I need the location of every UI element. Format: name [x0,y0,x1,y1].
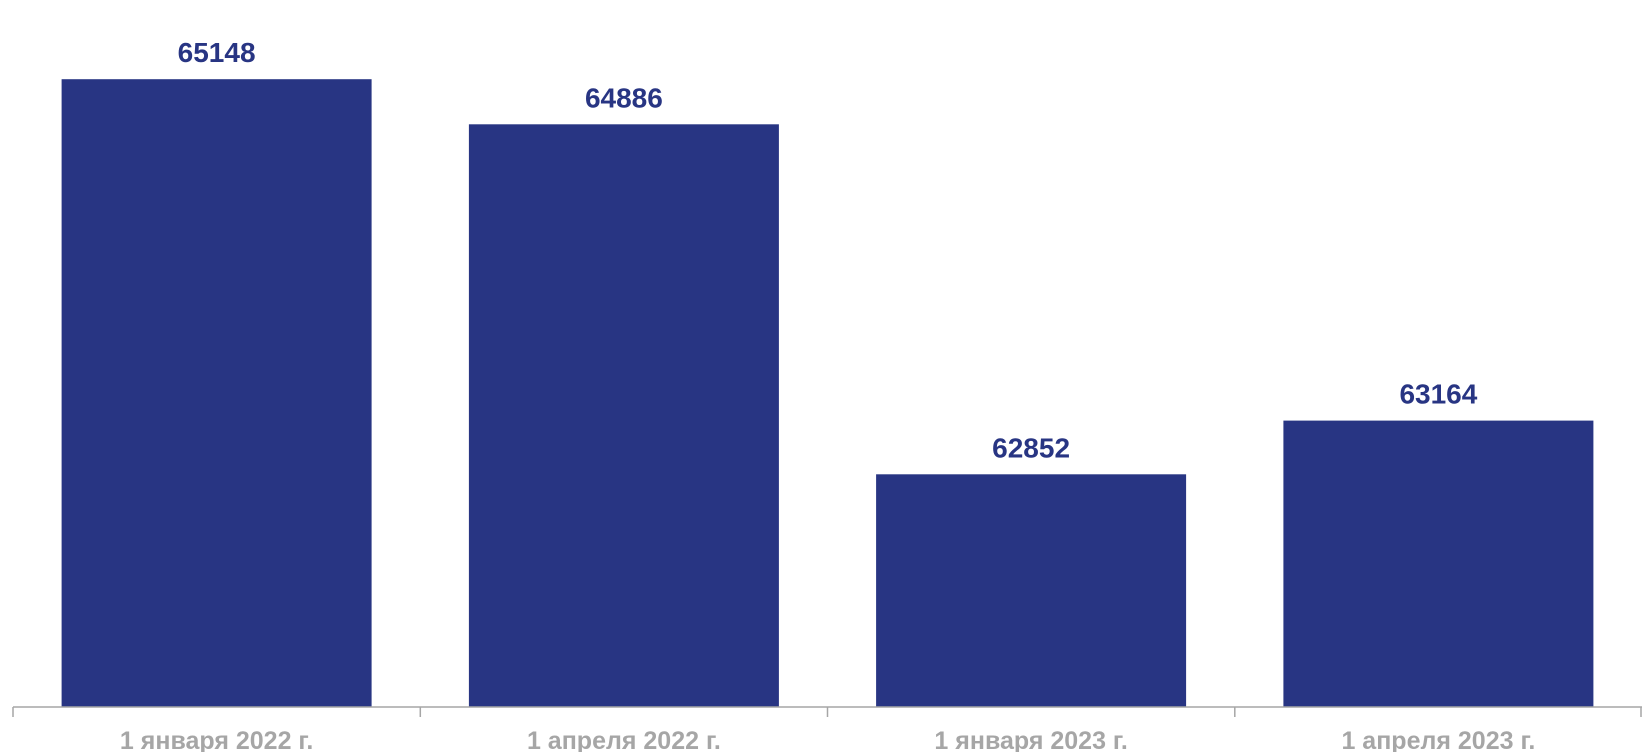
bar-value-label: 65148 [178,37,256,68]
value-labels-group: 65148 64886 62852 63164 [178,37,1478,463]
bar-value-label: 64886 [585,82,663,113]
x-axis [12,706,1642,717]
bar-1 [61,79,372,707]
x-tick-labels-group: 1 января 2022 г. 1 апреля 2022 г. 1 января… [120,727,1535,752]
bar-value-label: 63164 [1399,379,1477,410]
bar-4 [1283,420,1594,707]
x-tick-label: 1 апреля 2023 г. [1341,727,1535,752]
x-tick-label: 1 января 2023 г. [934,727,1127,752]
x-tick-label: 1 января 2022 г. [120,727,313,752]
x-tick-label: 1 апреля 2022 г. [527,727,721,752]
bar-2 [468,124,779,708]
bar-3 [876,474,1187,707]
bar-value-label: 62852 [992,432,1070,463]
bars-group [61,79,1594,708]
